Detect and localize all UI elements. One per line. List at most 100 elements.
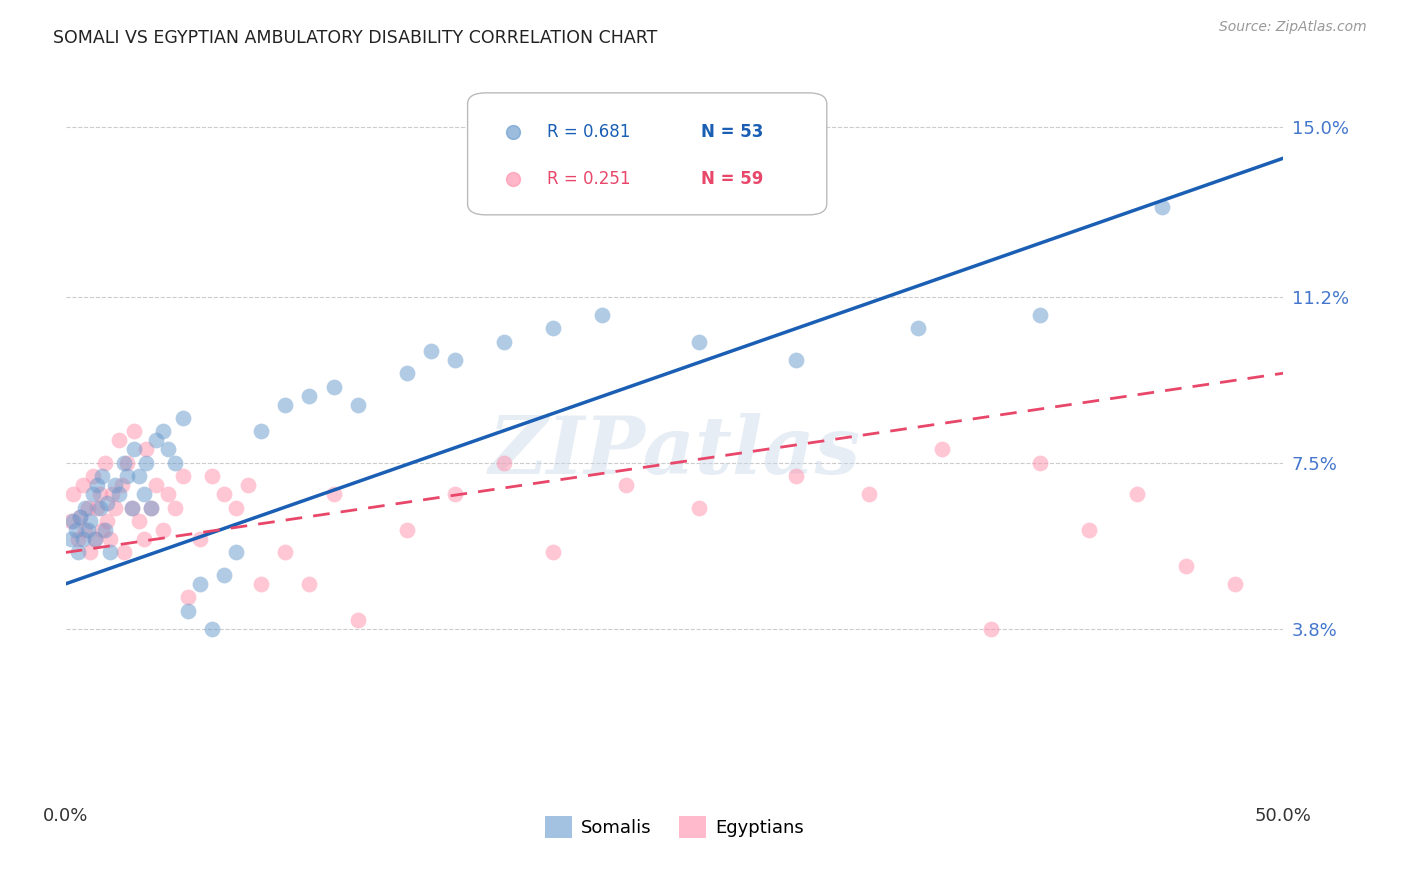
Point xyxy=(494,334,516,349)
Point xyxy=(931,442,953,457)
Point xyxy=(101,487,124,501)
Point xyxy=(59,532,82,546)
Point xyxy=(59,514,82,528)
Point xyxy=(1174,558,1197,573)
Point xyxy=(98,545,121,559)
Point xyxy=(128,514,150,528)
Point xyxy=(72,478,94,492)
Point xyxy=(115,469,138,483)
Point xyxy=(139,500,162,515)
Point xyxy=(76,523,98,537)
Point xyxy=(94,456,117,470)
Point xyxy=(322,379,344,393)
Point xyxy=(249,576,271,591)
Text: N = 53: N = 53 xyxy=(702,123,763,141)
Point xyxy=(188,576,211,591)
Point xyxy=(249,425,271,439)
Point xyxy=(111,478,134,492)
Point xyxy=(238,478,260,492)
Point xyxy=(1126,487,1149,501)
Point xyxy=(96,514,118,528)
Point xyxy=(201,622,224,636)
Point xyxy=(89,487,111,501)
Point xyxy=(165,500,187,515)
Point xyxy=(86,500,108,515)
Point xyxy=(541,321,564,335)
Point xyxy=(121,500,143,515)
Point xyxy=(157,487,180,501)
Point xyxy=(1029,456,1052,470)
Point xyxy=(132,532,155,546)
Point xyxy=(420,343,443,358)
Point xyxy=(69,509,91,524)
Point xyxy=(395,523,418,537)
Point xyxy=(225,500,247,515)
Point xyxy=(108,487,131,501)
Point xyxy=(212,487,235,501)
Point xyxy=(122,442,145,457)
Point xyxy=(75,523,97,537)
Point xyxy=(84,532,107,546)
Point xyxy=(132,487,155,501)
Point xyxy=(103,500,125,515)
Point xyxy=(688,500,710,515)
Point xyxy=(858,487,880,501)
Text: R = 0.251: R = 0.251 xyxy=(547,169,630,188)
Point xyxy=(84,532,107,546)
Point xyxy=(62,514,84,528)
Point xyxy=(72,532,94,546)
Point xyxy=(591,308,613,322)
Point xyxy=(145,434,167,448)
Text: N = 59: N = 59 xyxy=(702,169,763,188)
Point xyxy=(79,514,101,528)
Point xyxy=(66,545,89,559)
Text: R = 0.681: R = 0.681 xyxy=(547,123,630,141)
Point xyxy=(1150,201,1173,215)
Point xyxy=(274,398,297,412)
Point xyxy=(69,509,91,524)
Point xyxy=(172,411,194,425)
Point xyxy=(157,442,180,457)
Point xyxy=(139,500,162,515)
Point xyxy=(176,591,198,605)
Point xyxy=(172,469,194,483)
Point xyxy=(115,456,138,470)
Point xyxy=(91,523,114,537)
Point xyxy=(128,469,150,483)
Point xyxy=(444,352,467,367)
Point xyxy=(135,442,157,457)
Point xyxy=(188,532,211,546)
Point xyxy=(444,487,467,501)
Point xyxy=(62,487,84,501)
Text: Source: ZipAtlas.com: Source: ZipAtlas.com xyxy=(1219,20,1367,34)
Point xyxy=(103,478,125,492)
Point xyxy=(980,622,1002,636)
Point xyxy=(82,469,104,483)
Point xyxy=(112,456,135,470)
Point xyxy=(152,425,174,439)
Point xyxy=(347,398,370,412)
Point xyxy=(94,523,117,537)
Point xyxy=(89,500,111,515)
Point xyxy=(96,496,118,510)
FancyBboxPatch shape xyxy=(468,93,827,215)
Point xyxy=(614,478,637,492)
Point xyxy=(152,523,174,537)
Point xyxy=(1029,308,1052,322)
Point xyxy=(907,321,929,335)
Point xyxy=(298,389,321,403)
Point xyxy=(298,576,321,591)
Point xyxy=(274,545,297,559)
Point xyxy=(1077,523,1099,537)
Point xyxy=(322,487,344,501)
Point xyxy=(112,545,135,559)
Point xyxy=(165,456,187,470)
Point xyxy=(65,523,87,537)
Text: ZIPatlas: ZIPatlas xyxy=(488,413,860,490)
Point xyxy=(176,604,198,618)
Point xyxy=(86,478,108,492)
Point xyxy=(79,545,101,559)
Point xyxy=(91,469,114,483)
Point xyxy=(122,425,145,439)
Point xyxy=(494,456,516,470)
